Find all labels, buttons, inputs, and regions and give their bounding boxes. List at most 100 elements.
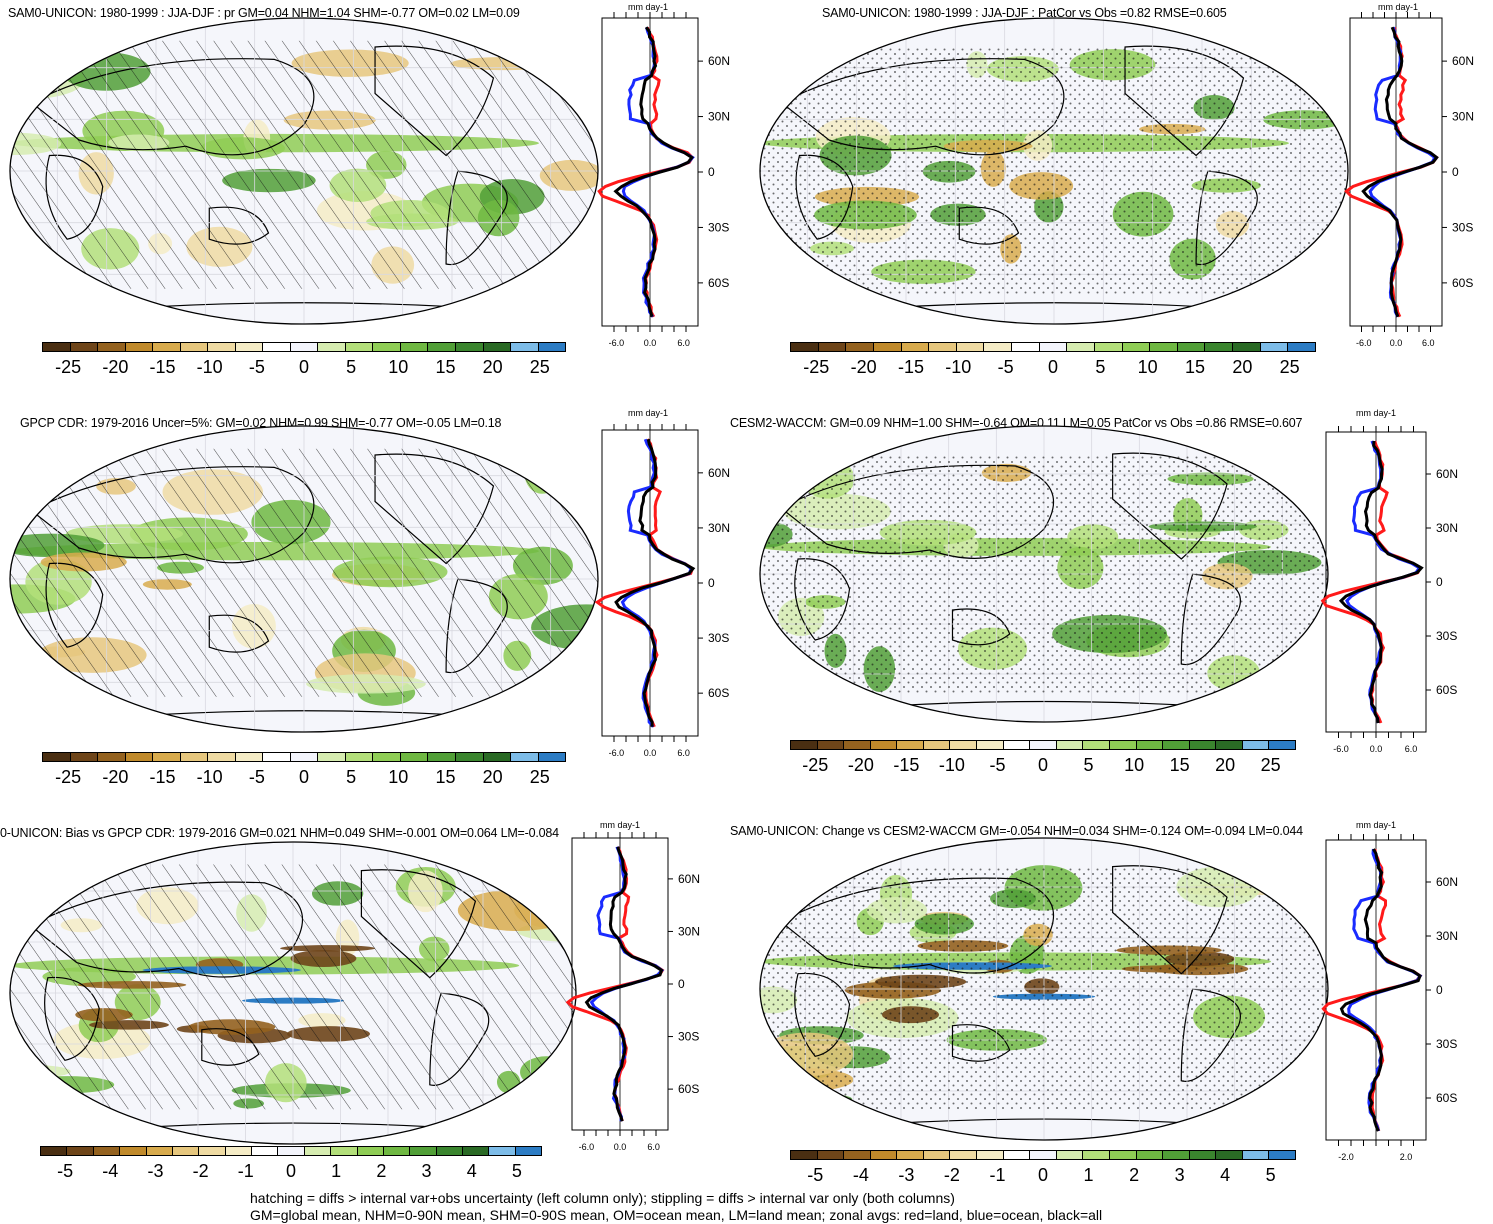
latitude-label: 30S (708, 220, 729, 234)
colorbar-swatch (93, 1147, 121, 1155)
colorbar (42, 342, 566, 352)
colorbar-swatch (1216, 1151, 1243, 1159)
colorbar-tick-label: 0 (298, 357, 310, 377)
colorbar-swatch (1242, 741, 1270, 749)
colorbar-tick-label: -25 (802, 755, 829, 775)
colorbar-swatch (263, 753, 291, 761)
zonal-x-tick: -6.0 (609, 748, 625, 758)
latitude-label: 60N (1436, 875, 1458, 889)
colorbar-tick-label: 25 (529, 357, 550, 377)
colorbar-tick-label: -5 (997, 357, 1014, 377)
latitude-label: 60S (708, 686, 729, 700)
colorbar-tick-label: 2 (1129, 1165, 1140, 1185)
colorbar-swatch (98, 343, 126, 351)
colorbar-swatch (225, 1147, 252, 1155)
colorbar-swatch (791, 741, 818, 749)
colorbar-swatch (455, 343, 484, 351)
colorbar-swatch (1163, 1151, 1190, 1159)
latitude-label: 30S (1452, 220, 1473, 234)
latitude-label: 30N (1436, 521, 1458, 535)
colorbar-swatch (1189, 741, 1217, 749)
colorbar-swatch (373, 343, 401, 351)
zonal-x-tick: 6.0 (647, 1142, 660, 1152)
colorbar-swatch (1122, 343, 1151, 351)
zonal-curve-all (1361, 26, 1439, 318)
colorbar-tick-label: -10 (945, 357, 972, 377)
footnote-line-1: hatching = diffs > internal var+obs unce… (250, 1190, 955, 1206)
colorbar (790, 342, 1316, 352)
colorbar-swatch (1205, 343, 1233, 351)
colorbar-swatch (977, 741, 1004, 749)
colorbar-swatch (345, 753, 374, 761)
zonal-curve-all (614, 438, 696, 727)
colorbar-tick-label: 5 (1265, 1165, 1276, 1185)
colorbar-swatch (977, 1151, 1004, 1159)
colorbar-swatch (817, 741, 845, 749)
colorbar-tick-label: 20 (1232, 357, 1253, 377)
colorbar-swatch (235, 753, 264, 761)
colorbar-swatch (1109, 741, 1137, 749)
zonal-x-tick: 0.0 (1390, 338, 1403, 348)
colorbar-swatch (846, 343, 874, 351)
colorbar-tick-label: -20 (850, 357, 877, 377)
colorbar-tick-label: 15 (435, 767, 456, 787)
colorbar-tick-label: 1 (1083, 1165, 1094, 1185)
colorbar-swatch (1067, 343, 1095, 351)
colorbar-swatch (923, 741, 951, 749)
colorbar-swatch (400, 753, 429, 761)
colorbar-tick-label: 25 (529, 767, 550, 787)
zonal-x-tick: 0.0 (614, 1142, 627, 1152)
colorbar-swatch (818, 343, 847, 351)
colorbar-swatch (950, 1151, 978, 1159)
colorbar-tick-label: -2 (192, 1161, 209, 1181)
colorbar-swatch (1030, 1151, 1057, 1159)
colorbar (790, 740, 1296, 750)
colorbar (40, 1146, 542, 1156)
colorbar-swatch (290, 753, 319, 761)
colorbar-swatch (125, 343, 154, 351)
colorbar-swatch (1163, 741, 1190, 749)
colorbar-tick-label: -4 (102, 1161, 119, 1181)
colorbar-swatch (463, 1147, 490, 1155)
colorbar-swatch (483, 753, 512, 761)
zonal-x-tick: 6.0 (677, 338, 690, 348)
colorbar-tick-label: -3 (147, 1161, 164, 1181)
zonal-unit-label: mm day-1 (1356, 820, 1397, 830)
colorbar-swatch (817, 1151, 845, 1159)
colorbar-swatch (1012, 343, 1040, 351)
colorbar-swatch (345, 343, 374, 351)
latitude-label: 30S (1436, 629, 1457, 643)
colorbar-swatch (120, 1147, 147, 1155)
colorbar-tick-label: 2 (376, 1161, 387, 1181)
colorbar-tick-label: -4 (852, 1165, 869, 1185)
zonal-x-tick: 6.0 (1422, 338, 1435, 348)
colorbar-tick-label: -15 (893, 755, 920, 775)
colorbar-swatch (290, 343, 319, 351)
colorbar-tick-label: 5 (346, 767, 357, 787)
colorbar-tick-label: 20 (482, 767, 503, 787)
zonal-x-tick: 0.0 (1370, 744, 1383, 754)
colorbar-swatch (199, 1147, 226, 1155)
zonal-x-tick: 2.0 (1400, 1152, 1413, 1162)
colorbar-tick-label: 15 (435, 357, 456, 377)
colorbar-tick-label: 0 (1047, 357, 1059, 377)
latitude-label: 30N (708, 110, 730, 124)
colorbar-swatch (1094, 343, 1123, 351)
colorbar-swatch (318, 753, 346, 761)
colorbar-tick-label: -20 (102, 767, 129, 787)
colorbar-tick-label: 10 (388, 767, 409, 787)
colorbar-swatch (929, 343, 957, 351)
latitude-label: 30S (678, 1030, 699, 1044)
colorbar-swatch (1269, 741, 1295, 749)
colorbar-swatch (1003, 1151, 1031, 1159)
zonal-mean-plot: 60N 30N 0 30S 60S -6.0 0.0 6.0 (594, 424, 730, 758)
zonal-unit-label: mm day-1 (628, 2, 669, 12)
colorbar-swatch (1177, 343, 1206, 351)
colorbar-swatch (791, 343, 819, 351)
colorbar-swatch (410, 1147, 437, 1155)
colorbar-swatch (844, 741, 871, 749)
colorbar-swatch (43, 343, 71, 351)
colorbar-swatch (1136, 1151, 1164, 1159)
colorbar-swatch (1136, 741, 1164, 749)
zonal-mean-plot: 60N 30N 0 30S 60S -2.0 2.0 (1321, 834, 1458, 1162)
